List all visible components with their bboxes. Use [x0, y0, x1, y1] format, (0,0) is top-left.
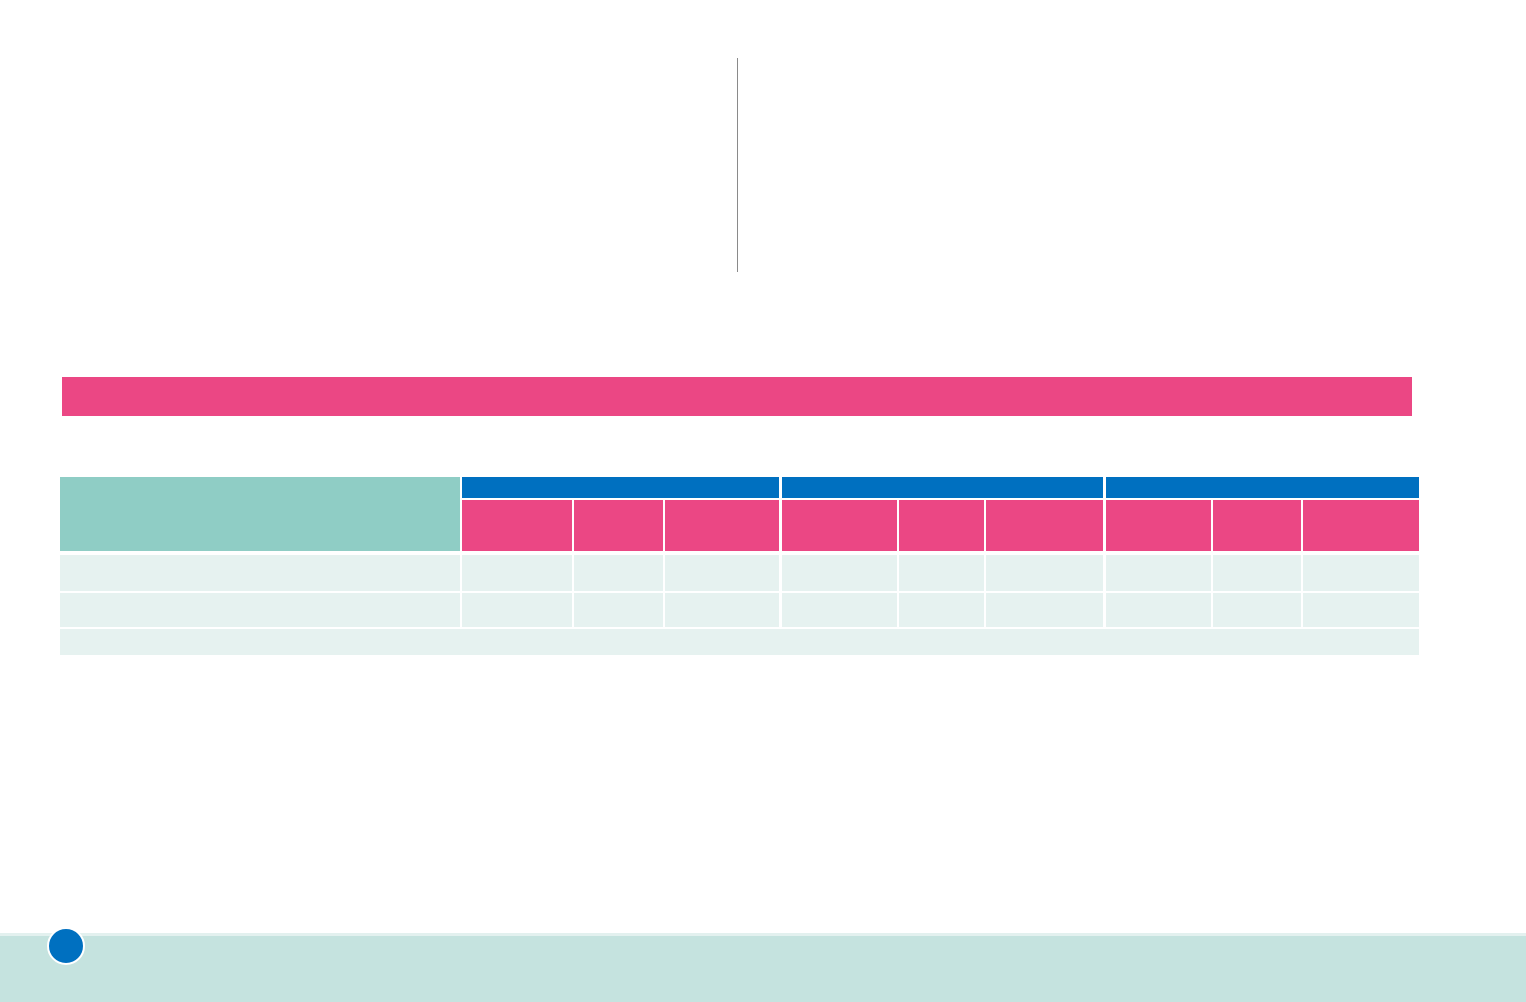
sub-header-cell: [574, 500, 663, 551]
footer-rule: [0, 933, 1526, 936]
group-header-cell: [782, 477, 1103, 498]
data-cell: [1106, 593, 1211, 627]
sub-header-cell: [986, 500, 1103, 551]
sub-header-cell: [1106, 500, 1211, 551]
data-cell: [665, 593, 779, 627]
table: [60, 477, 1419, 655]
data-cell: [782, 593, 897, 627]
data-cell: [574, 593, 663, 627]
row-label-cell: [60, 593, 460, 627]
data-cell: [1303, 593, 1419, 627]
data-cell: [782, 555, 897, 591]
group-header-cell: [462, 477, 779, 498]
row-label-cell: [60, 555, 460, 591]
data-cell: [462, 555, 572, 591]
divider: [737, 58, 738, 272]
data-cell: [899, 555, 984, 591]
sub-header-cell: [782, 500, 897, 551]
data-cell: [1213, 555, 1301, 591]
data-cell: [899, 593, 984, 627]
note-row: [60, 629, 1419, 655]
data-cell: [986, 555, 1103, 591]
row-header-cell: [60, 477, 460, 551]
sub-header-cell: [1303, 500, 1419, 551]
data-cell: [1213, 593, 1301, 627]
sub-header-cell: [1213, 500, 1301, 551]
data-cell: [574, 555, 663, 591]
data-cell: [986, 593, 1103, 627]
footer: [0, 936, 1526, 1002]
sub-header-cell: [462, 500, 572, 551]
data-cell: [665, 555, 779, 591]
data-cell: [1106, 555, 1211, 591]
data-cell: [1303, 555, 1419, 591]
section-banner: [62, 377, 1412, 416]
sub-header-cell: [665, 500, 779, 551]
data-cell: [462, 593, 572, 627]
group-header-cell: [1106, 477, 1419, 498]
sub-header-cell: [899, 500, 984, 551]
page-number-badge: [47, 927, 85, 965]
